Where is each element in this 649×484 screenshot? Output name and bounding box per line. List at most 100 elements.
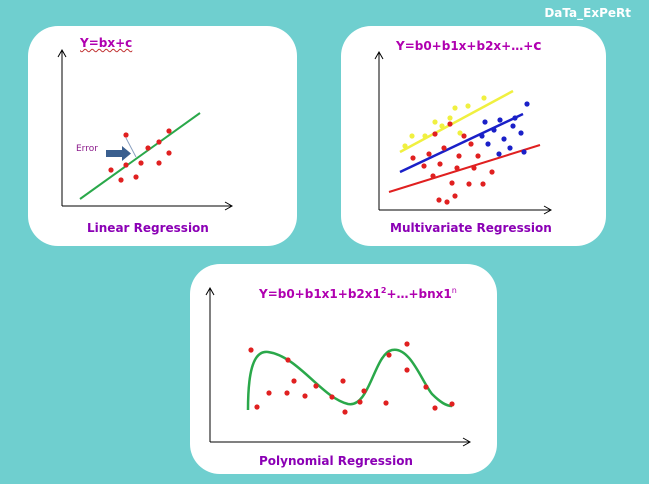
data-point [383,400,389,406]
multivariate-regression-panel: Y=b0+b1x+b2x+…+c [341,26,606,246]
data-point [518,130,524,136]
data-point [145,145,151,151]
error-residual-line [125,137,137,158]
data-point [452,193,458,199]
poly-formula: Y=b0+b1x1+b2x12+…+bnx1n [259,286,457,301]
data-point [479,133,485,139]
x-axis-arrow [543,205,553,215]
data-point [166,150,172,156]
arrow-body [106,150,122,157]
data-point [266,390,272,396]
data-point [454,165,460,171]
data-point [449,180,455,186]
data-point [254,404,260,410]
data-point [123,132,129,138]
data-point [133,174,139,180]
data-point [491,127,497,133]
data-point [497,117,503,123]
data-point [156,160,162,166]
data-point [423,384,429,390]
linear-caption: Linear Regression [87,221,209,235]
data-point [452,105,458,111]
y-axis-arrow [205,286,215,296]
arrow-head [122,146,131,161]
data-point [507,145,513,151]
data-point [404,341,410,347]
data-point [524,101,530,107]
data-point [432,405,438,411]
blue-points [479,101,530,157]
data-point [421,163,427,169]
data-point [404,367,410,373]
data-point [156,139,162,145]
data-point [357,399,363,405]
polynomial-regression-panel: Y=b0+b1x1+b2x12+…+bnx1n [190,264,497,474]
x-axis-arrow [224,201,234,211]
poly-fit-curve [246,348,453,411]
data-point [480,181,486,187]
yellow-fit-line [399,89,514,154]
data-point [466,181,472,187]
data-point [291,378,297,384]
data-point [118,177,124,183]
poly-plot [205,286,472,447]
blue-fit-line [399,112,524,174]
data-point [340,378,346,384]
data-point [489,169,495,175]
red-fit-line [388,144,541,193]
data-point [432,119,438,125]
data-point [501,136,507,142]
data-point [284,390,290,396]
data-point [481,95,487,101]
linear-fit-line [79,112,201,200]
data-point [409,133,415,139]
data-point [444,199,450,205]
data-point [436,197,442,203]
data-point [449,401,455,407]
data-point [512,115,518,121]
data-point [471,165,477,171]
linear-plot [57,48,234,211]
data-point [441,145,447,151]
data-point [430,173,436,179]
data-point [482,119,488,125]
data-point [510,123,516,129]
multi-plot [374,50,553,215]
data-point [465,103,471,109]
poly-points [248,341,455,415]
data-point [496,151,502,157]
linear-axes [57,48,234,211]
data-point [521,149,527,155]
data-point [439,123,445,129]
multi-formula: Y=b0+b1x+b2x+…+c [396,38,542,54]
data-point [468,141,474,147]
data-point [123,162,129,168]
linear-regression-panel: Y=bx+c Error Linear Regres [28,26,297,246]
y-axis-arrow [57,48,67,58]
data-point [456,153,462,159]
data-point [329,394,335,400]
yellow-points [402,95,487,149]
y-axis-arrow [374,50,384,60]
data-point [342,409,348,415]
data-point [248,347,254,353]
error-label: Error [76,144,98,154]
data-point [432,131,438,137]
linear-points [108,128,172,183]
multi-caption: Multivariate Regression [390,221,552,235]
brand-label: DaTa_ExPeRt [544,6,631,20]
data-point [108,167,114,173]
linear-formula: Y=bx+c [80,36,133,50]
data-point [457,130,463,136]
data-point [447,121,453,127]
data-point [437,161,443,167]
data-point [426,151,432,157]
data-point [447,115,453,121]
data-point [485,141,491,147]
data-point [361,388,367,394]
data-point [138,160,144,166]
data-point [386,352,392,358]
data-point [313,383,319,389]
data-point [402,143,408,149]
error-arrow [106,137,137,161]
